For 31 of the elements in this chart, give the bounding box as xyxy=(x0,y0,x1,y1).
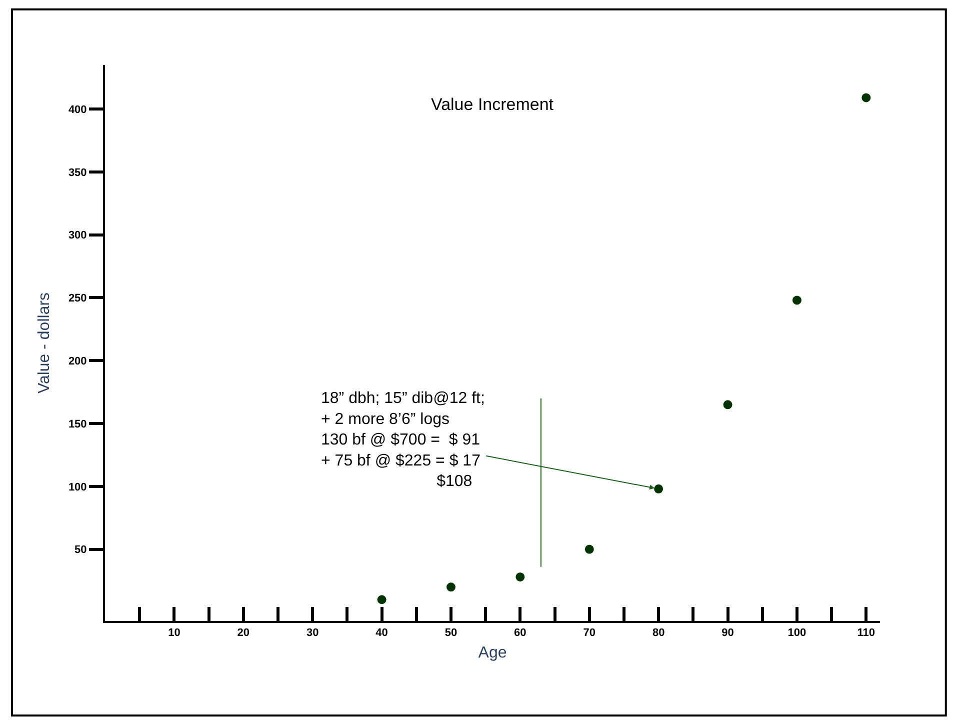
point xyxy=(862,93,871,102)
point xyxy=(516,572,525,582)
y-tick-label: 50 xyxy=(74,544,87,556)
point xyxy=(654,484,664,494)
y-tick-label: 400 xyxy=(68,104,87,116)
text: Value Increment xyxy=(431,95,554,114)
y-tick-label: 200 xyxy=(68,355,87,368)
point xyxy=(446,582,456,592)
x-tick-label: 20 xyxy=(237,627,250,640)
point xyxy=(584,544,594,554)
y-tick-label: 150 xyxy=(68,418,87,430)
point xyxy=(377,595,386,604)
x-tick-label: 50 xyxy=(444,627,458,640)
x-tick-label: 90 xyxy=(722,627,734,640)
x-tick-label: 60 xyxy=(514,627,526,640)
x-tick-label: 30 xyxy=(306,627,319,640)
point xyxy=(723,400,732,410)
y-tick-label: 350 xyxy=(68,166,87,179)
y-tick-label: 250 xyxy=(68,292,87,305)
y-tick-label: 100 xyxy=(68,481,87,494)
annotation: 18” dbh; 15” dib@12 ft; + 2 more 8’6” logs 130 bf @ $700 = $ 91 + 75 bf @ $225 = $ 17 $108 xyxy=(321,390,485,490)
x-tick-label: 80 xyxy=(652,627,665,640)
x-axis-title: Age xyxy=(478,644,507,662)
x-tick-label: 100 xyxy=(788,627,806,640)
x-tick-label: 110 xyxy=(857,627,876,640)
x-tick-label: 70 xyxy=(583,627,596,640)
point xyxy=(792,296,802,305)
x-tick-label: 40 xyxy=(376,627,388,640)
x-tick-label: 10 xyxy=(168,627,180,640)
y-tick-label: 300 xyxy=(68,230,87,242)
y-axis-title: Value - dollars xyxy=(36,292,53,394)
